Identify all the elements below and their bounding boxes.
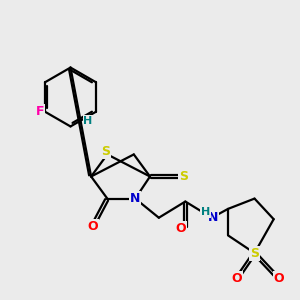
Text: N: N [208,211,218,224]
Text: F: F [35,105,44,118]
Text: O: O [232,272,242,285]
Text: H: H [83,116,93,126]
Text: S: S [101,145,110,158]
Text: S: S [250,247,259,260]
Text: O: O [274,272,284,285]
Text: O: O [87,220,98,233]
Text: H: H [201,207,210,218]
Text: N: N [130,192,140,205]
Text: O: O [176,221,186,235]
Text: S: S [179,170,188,183]
